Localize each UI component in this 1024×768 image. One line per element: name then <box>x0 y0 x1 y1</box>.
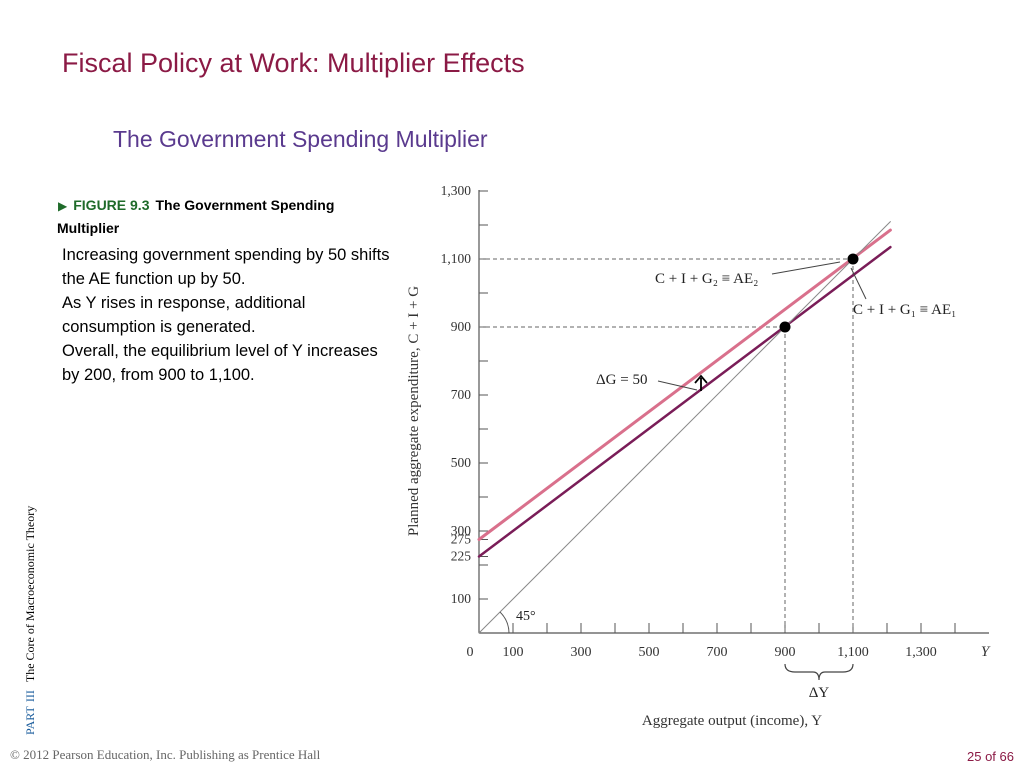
delta-y-brace <box>784 663 854 681</box>
explanation-text: Increasing government spending by 50 shi… <box>62 243 392 387</box>
figure-name: The Government Spending Multiplier <box>57 197 335 236</box>
copyright-footer: © 2012 Pearson Education, Inc. Publishin… <box>10 747 321 762</box>
ae1-line <box>477 245 892 558</box>
y-tick-label: 500 <box>451 455 472 470</box>
forty-five-degree-line <box>478 221 891 634</box>
x-tick-label: 900 <box>775 645 796 660</box>
y-tick-label: 700 <box>451 387 472 402</box>
x-tick-label: 500 <box>639 645 660 660</box>
equilibrium-point <box>779 321 791 333</box>
angle-label: 45° <box>516 609 536 624</box>
y-tick-label: 225 <box>451 549 472 564</box>
equilibrium-point <box>847 253 859 265</box>
play-arrow-icon: ▶ <box>58 199 68 213</box>
slide-title: Fiscal Policy at Work: Multiplier Effect… <box>62 48 525 78</box>
ae1-label: C + I + G₁ ≡ AE₁ <box>853 302 956 318</box>
ae1-leader-line <box>850 267 867 300</box>
y-axis-title: Planned aggregate expenditure, C + I + G <box>406 286 422 536</box>
delta-g-leader-line <box>657 380 698 391</box>
x-tick-label: 1,300 <box>905 645 937 660</box>
delta-y-label: ΔY <box>809 685 830 701</box>
figure-number: FIGURE 9.3 <box>73 197 150 213</box>
delta-g-label: ΔG = 50 <box>596 372 647 388</box>
y-tick-label: 900 <box>451 319 472 334</box>
explanation-line-3: Overall, the equilibrium level of Y incr… <box>62 342 378 384</box>
angle-arc <box>499 611 510 634</box>
explanation-line-1: Increasing government spending by 50 shi… <box>62 246 390 288</box>
explanation-line-2: As Y rises in response, additional consu… <box>62 294 306 336</box>
y-tick-label: 300 <box>451 523 472 538</box>
x-axis-end-label: Y <box>981 644 991 660</box>
x-tick-label: 100 <box>503 645 524 660</box>
x-axis-title: Aggregate output (income), Y <box>642 713 822 729</box>
x-tick-label: 1,100 <box>837 645 869 660</box>
x-tick-label: 300 <box>571 645 592 660</box>
y-tick-label: 275 <box>451 532 472 547</box>
page-number: 25 of 66 <box>967 749 1014 764</box>
x-tick-label: 700 <box>707 645 728 660</box>
figure-caption: ▶ FIGURE 9.3 The Government Spending Multi… <box>57 194 357 239</box>
x-origin-label: 0 <box>467 645 474 660</box>
y-tick-label: 1,300 <box>441 183 472 198</box>
ae2-line <box>477 228 892 541</box>
y-tick-label: 1,100 <box>441 251 472 266</box>
ae2-label: C + I + G₂ ≡ AE₂ <box>655 271 758 287</box>
y-tick-label: 100 <box>451 591 472 606</box>
ae2-leader-line <box>771 261 841 275</box>
slide-subtitle: The Government Spending Multiplier <box>113 126 488 152</box>
delta-g-arrow-icon <box>694 374 708 391</box>
